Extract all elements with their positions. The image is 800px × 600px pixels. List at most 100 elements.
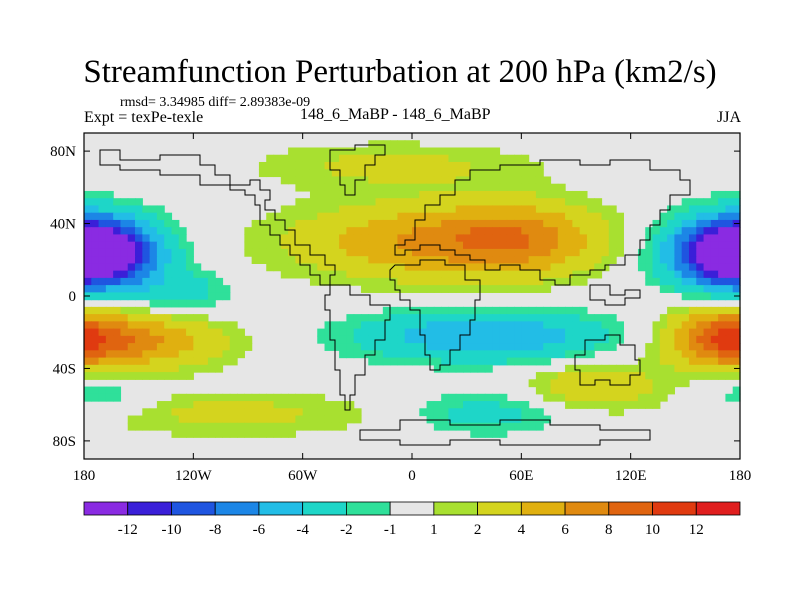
heat-cell [368,343,377,351]
heat-cell [433,241,442,250]
heat-cell [339,256,347,264]
heat-cell [492,161,501,170]
heat-cell [681,314,690,322]
heat-cell [193,422,202,431]
heat-cell [426,328,435,337]
heat-cell [652,256,661,264]
heat-cell [164,422,173,431]
heat-cell [215,364,224,373]
heat-cell [703,219,712,228]
heat-cell [594,379,603,388]
heat-cell [586,350,595,359]
heat-cell [244,415,253,424]
north-america-coast [99,149,336,286]
heat-cell [186,372,194,380]
heat-cell [506,350,515,359]
heat-cell [156,292,165,301]
heat-cell [441,408,450,417]
heat-cell [164,263,173,272]
heat-cell [521,285,530,293]
heat-cell [463,234,471,243]
heat-cell [645,263,654,272]
heat-cell [288,422,296,431]
heat-cell [273,161,282,170]
heat-cell [601,328,610,337]
heat-cell [244,401,253,409]
heat-cell [426,234,435,243]
heat-cell [339,227,347,236]
heat-cell [521,350,530,359]
heat-cell [207,415,216,424]
heat-cell [732,306,741,315]
heat-cell [477,263,486,272]
heat-cell [215,335,224,344]
heat-cell [572,198,581,207]
heat-cell [484,401,493,409]
heat-cell [455,234,464,243]
heat-cell [601,372,610,380]
heat-cell [266,256,275,264]
heat-cell [215,350,224,359]
heat-cell [360,270,369,279]
heat-cell [280,241,289,250]
heat-cell [258,219,267,228]
heat-cell [404,350,413,359]
heat-cell [331,328,340,337]
heat-cell [448,350,457,359]
heat-cell [565,364,573,373]
heat-cell [550,306,559,315]
heat-cell [368,190,377,199]
heat-cell [346,147,355,156]
heat-cell [426,212,435,221]
heat-cell [200,422,209,431]
heat-cell [135,422,143,431]
heat-cell [550,241,559,250]
heat-cell [557,205,566,214]
heat-cell [360,205,369,214]
heat-cell [470,234,479,243]
heat-cell [142,248,151,257]
heat-cell [543,241,552,250]
heat-cell [339,234,347,243]
heat-cell [324,198,333,207]
heat-cell [419,350,428,359]
heat-cell [317,248,326,257]
heat-cell [535,328,544,337]
heat-cell [732,372,741,380]
heat-cell [681,350,690,359]
heat-cell [105,343,114,351]
heat-cell [135,198,143,207]
heat-cell [725,234,734,243]
heat-cell [667,263,675,272]
heat-cell [616,227,624,236]
heat-cell [186,430,194,438]
heat-cell [346,198,355,207]
heat-cell [492,270,501,279]
heat-cell [543,350,552,359]
heat-cell [288,169,296,178]
heat-cell [120,205,129,214]
heat-cell [156,219,165,228]
heat-cell [156,422,165,431]
heat-cell [732,227,741,236]
heat-cell [463,248,471,257]
heat-cell [186,408,194,417]
heat-cell [375,263,384,272]
heat-cell [623,393,632,402]
heat-cell [696,306,705,315]
heat-cell [360,277,369,286]
heat-cell [200,364,209,373]
heat-cell [433,357,442,366]
heat-cell [404,183,413,192]
heat-cell [586,227,595,236]
heat-cell [149,299,158,308]
x-tick-label: 120E [615,468,647,484]
heat-cell [630,393,639,402]
heat-cell [543,393,552,402]
heat-cell [535,219,544,228]
heat-cell [331,241,340,250]
heat-cell [127,248,136,257]
heat-cell [178,277,187,286]
heat-cell [288,227,296,236]
heat-cell [237,430,245,438]
